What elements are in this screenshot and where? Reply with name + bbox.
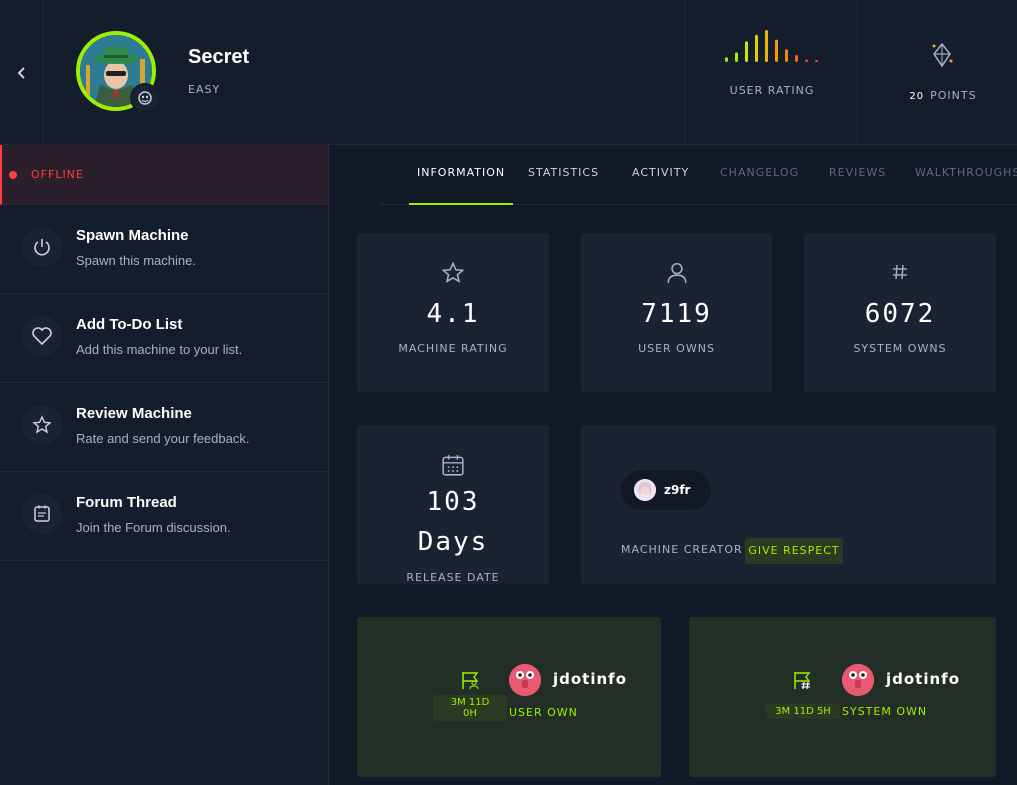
creator-name: z9fr bbox=[664, 483, 691, 497]
calendar-icon bbox=[442, 455, 464, 476]
system-blood-avatar[interactable] bbox=[842, 664, 874, 696]
sidebar-item-title: Add To-Do List bbox=[76, 316, 183, 333]
status-text: OFFLINE bbox=[31, 168, 84, 181]
rating-bar-6 bbox=[775, 39, 778, 62]
machine-creator-label: MACHINE CREATOR bbox=[621, 543, 743, 556]
machine-tabs: INFORMATION STATISTICS ACTIVITY CHANGELO… bbox=[380, 145, 1017, 205]
sidebar-item-subtitle: Join the Forum discussion. bbox=[76, 520, 231, 535]
diamond-icon bbox=[932, 42, 953, 68]
creator-profile-chip[interactable]: z9fr bbox=[621, 470, 711, 510]
rating-bar-7 bbox=[785, 49, 788, 62]
rating-bar-9 bbox=[805, 59, 808, 62]
system-owns-label: SYSTEM OWNS bbox=[853, 342, 947, 355]
tab-reviews[interactable]: REVIEWS bbox=[829, 166, 887, 179]
star-icon bbox=[441, 261, 465, 284]
system-own-label: SYSTEM OWN bbox=[842, 705, 928, 718]
user-blood-time-line2: 0H bbox=[463, 708, 477, 719]
system-first-blood-card: 3M 11D 5H jdotinfo SYSTEM OWN bbox=[689, 617, 996, 777]
system-flag-icon bbox=[794, 672, 811, 690]
user-first-blood-card: 3M 11D 0H jdotinfo USER OWN bbox=[357, 617, 661, 777]
give-respect-button[interactable]: GIVE RESPECT bbox=[745, 538, 843, 564]
sidebar-item-subtitle: Spawn this machine. bbox=[76, 253, 196, 268]
tab-information[interactable]: INFORMATION bbox=[409, 145, 514, 205]
system-blood-username[interactable]: jdotinfo bbox=[886, 670, 961, 688]
system-owns-value: 6072 bbox=[864, 299, 936, 329]
tab-activity[interactable]: ACTIVITY bbox=[632, 166, 690, 179]
machine-status: OFFLINE bbox=[0, 145, 328, 205]
star-icon bbox=[22, 405, 62, 445]
user-owns-card: 7119 USER OWNS bbox=[581, 233, 772, 392]
user-icon bbox=[667, 262, 686, 283]
points-value: 20 bbox=[909, 91, 925, 102]
back-button[interactable] bbox=[0, 0, 44, 145]
linux-icon bbox=[138, 91, 152, 105]
chevron-left-icon bbox=[17, 66, 25, 79]
user-flag-icon bbox=[462, 672, 479, 690]
user-rating-panel: USER RATING bbox=[684, 0, 858, 145]
sidebar-item-title: Spawn Machine bbox=[76, 227, 189, 244]
points-display: 20 POINTS bbox=[858, 89, 1017, 102]
tab-changelog[interactable]: CHANGELOG bbox=[720, 166, 800, 179]
user-blood-avatar[interactable] bbox=[509, 664, 541, 696]
spy-avatar-icon bbox=[80, 35, 152, 107]
status-dot-icon bbox=[9, 170, 17, 179]
points-panel: 20 POINTS bbox=[858, 0, 1017, 145]
system-owns-card: 6072 SYSTEM OWNS bbox=[804, 233, 996, 392]
user-owns-label: USER OWNS bbox=[638, 342, 715, 355]
sidebar-item-subtitle: Rate and send your feedback. bbox=[76, 431, 250, 446]
sidebar: OFFLINE Spawn Machine Spawn this machine… bbox=[0, 145, 329, 785]
user-own-label: USER OWN bbox=[509, 706, 578, 719]
machine-difficulty: EASY bbox=[188, 83, 221, 96]
power-icon bbox=[22, 227, 62, 267]
release-date-card: 103 Days RELEASE DATE bbox=[357, 425, 549, 584]
heart-icon bbox=[22, 316, 62, 356]
linux-os-badge bbox=[130, 83, 160, 113]
rating-bar-5 bbox=[765, 30, 768, 62]
sidebar-item-add-todo[interactable]: Add To-Do List Add this machine to your … bbox=[0, 294, 328, 383]
system-blood-time: 3M 11D 5H bbox=[766, 704, 840, 719]
tab-statistics[interactable]: STATISTICS bbox=[528, 166, 600, 179]
sidebar-item-subtitle: Add this machine to your list. bbox=[76, 342, 243, 357]
rating-bar-1 bbox=[725, 57, 728, 62]
machine-avatar bbox=[76, 31, 160, 113]
machine-rating-card: 4.1 MACHINE RATING bbox=[357, 233, 549, 392]
sidebar-item-title: Forum Thread bbox=[76, 494, 177, 511]
machine-rating-label: MACHINE RATING bbox=[398, 342, 508, 355]
rating-bar-3 bbox=[745, 41, 748, 62]
rating-bar-10 bbox=[815, 60, 818, 62]
user-rating-chart bbox=[725, 30, 818, 62]
user-blood-time-line1: 3M 11D bbox=[450, 697, 490, 708]
user-blood-username[interactable]: jdotinfo bbox=[553, 670, 628, 688]
user-blood-time: 3M 11D 0H bbox=[433, 695, 507, 721]
machine-name: Secret bbox=[188, 46, 250, 68]
user-owns-value: 7119 bbox=[641, 299, 712, 329]
forum-icon bbox=[22, 494, 62, 534]
sidebar-item-review-machine[interactable]: Review Machine Rate and send your feedba… bbox=[0, 383, 328, 472]
machine-rating-value: 4.1 bbox=[426, 299, 480, 329]
hash-icon bbox=[893, 264, 907, 280]
sidebar-item-forum-thread[interactable]: Forum Thread Join the Forum discussion. bbox=[0, 472, 328, 561]
sidebar-item-title: Review Machine bbox=[76, 405, 192, 422]
creator-avatar bbox=[634, 479, 656, 501]
sidebar-item-spawn-machine[interactable]: Spawn Machine Spawn this machine. bbox=[0, 205, 328, 294]
rating-bar-2 bbox=[735, 52, 738, 62]
tab-walkthroughs[interactable]: WALKTHROUGHS bbox=[915, 166, 1017, 179]
user-rating-label: USER RATING bbox=[729, 84, 815, 97]
release-date-label: RELEASE DATE bbox=[406, 571, 500, 584]
rating-bar-4 bbox=[755, 34, 758, 62]
release-days-number: 103 bbox=[426, 487, 480, 517]
rating-bar-8 bbox=[795, 54, 798, 62]
machine-header: Secret EASY USER RATING 20 POINTS bbox=[0, 0, 1017, 145]
points-label: POINTS bbox=[930, 89, 977, 102]
machine-creator-card: z9fr MACHINE CREATOR GIVE RESPECT bbox=[581, 425, 996, 584]
release-days-unit: Days bbox=[417, 527, 489, 557]
